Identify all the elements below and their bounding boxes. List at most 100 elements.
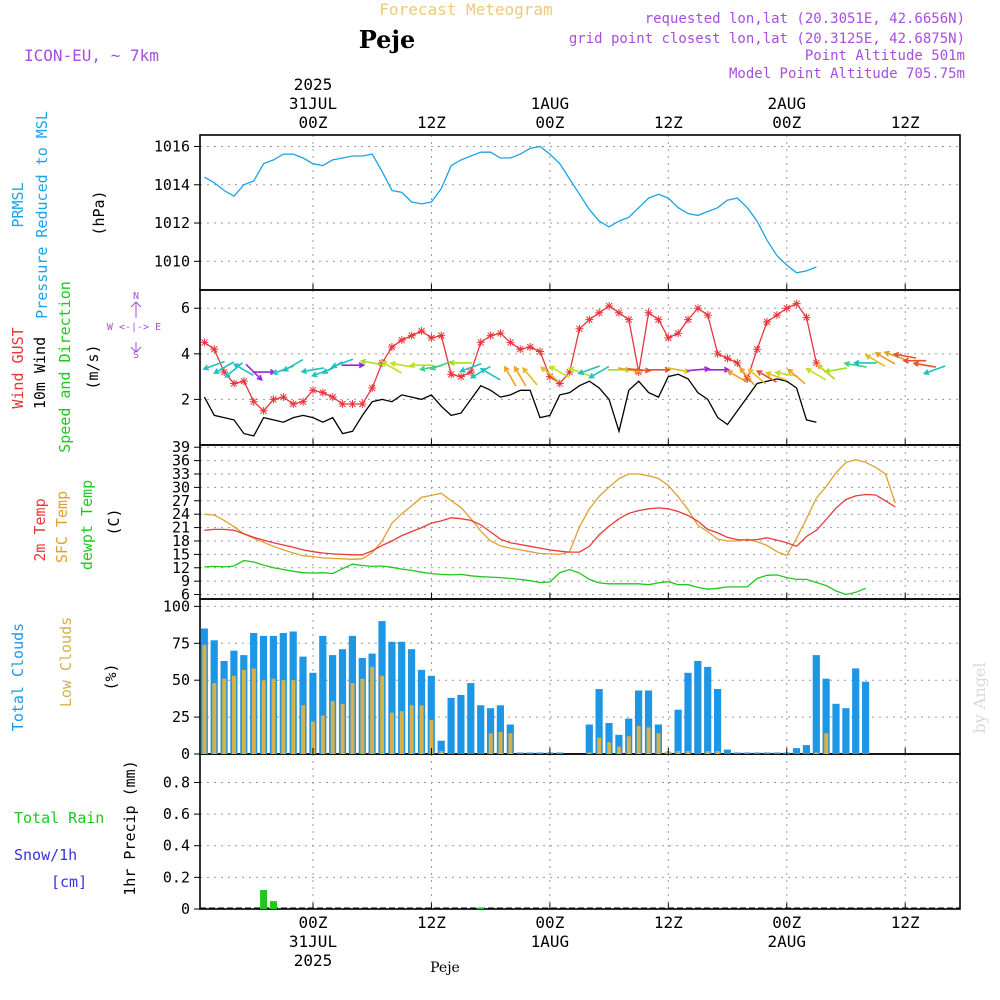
low-cloud-bar — [686, 751, 691, 754]
temp-panel-labels: 2m Temp SFC Temp dewpt Temp (C) — [31, 480, 123, 570]
wind10m-line — [203, 373, 817, 437]
temperature-frame — [199, 444, 961, 600]
wind-direction-arrow — [232, 363, 254, 376]
gust-line-marker — [575, 324, 584, 333]
wind-direction-arrow — [341, 362, 366, 369]
low-cloud-bar — [360, 678, 365, 754]
temp-2m-label: 2m Temp — [31, 498, 49, 561]
top-time-label: 12Z — [417, 113, 446, 132]
wind-direction-arrow — [902, 357, 927, 364]
total-cloud-bar — [802, 745, 810, 754]
point-altitude: Point Altitude 501m — [805, 48, 965, 64]
top-time-label: 12Z — [891, 113, 920, 132]
gust-line-marker — [447, 370, 456, 379]
y-tick-label: 6 — [181, 299, 190, 317]
total-cloud-bar — [477, 705, 485, 754]
wind-direction-arrow — [765, 371, 788, 382]
gust-line-marker — [733, 358, 742, 367]
wind-direction-arrow — [747, 368, 767, 385]
total-cloud-bar — [585, 724, 593, 754]
compass-ew: W <-|-> E — [107, 322, 161, 333]
top-time-label: 00Z — [535, 113, 564, 132]
y-tick-label: 12 — [172, 559, 190, 577]
low-cloud-bar — [202, 644, 207, 754]
gust-line-marker — [348, 399, 357, 408]
compass-s: S — [133, 350, 139, 361]
y-tick-label: 27 — [172, 492, 190, 510]
wind-direction-arrow — [224, 362, 244, 378]
gust-line-marker — [674, 329, 683, 338]
total-cloud-bar — [467, 683, 475, 754]
gust-line-marker — [466, 368, 475, 377]
gust-line-marker — [506, 338, 515, 347]
low-cloud-bar — [597, 737, 602, 754]
total-cloud-bar — [398, 641, 406, 754]
gust-line-marker — [723, 354, 732, 363]
bottom-time-label: 12Z — [654, 913, 683, 932]
wind-direction-arrow — [408, 362, 433, 369]
y-tick-label: 39 — [172, 438, 190, 456]
precip-panel-labels: Total Rain Snow/1h [cm] 1hr Precip (mm) — [14, 760, 139, 895]
y-tick-label: 15 — [172, 545, 190, 563]
y-tick-label: 33 — [172, 465, 190, 483]
bottom-time-label: 12Z — [891, 913, 920, 932]
total-cloud-bar — [437, 740, 445, 754]
total-cloud-bar — [309, 672, 317, 754]
gust-line-marker — [249, 397, 258, 406]
rain-bar — [477, 907, 485, 909]
cloud-low-label: Low Clouds — [57, 617, 75, 707]
gust-line-marker — [437, 331, 446, 340]
bottom-time-label: 00Z — [772, 913, 801, 932]
low-cloud-bar — [311, 721, 315, 754]
precip-axis-label: 1hr Precip (mm) — [121, 760, 139, 895]
y-tick-label: 21 — [172, 519, 190, 537]
wind-direction-arrow — [864, 354, 886, 367]
dewpt-line — [204, 559, 866, 596]
low-cloud-bar — [390, 712, 394, 754]
gust-line-marker — [200, 338, 209, 347]
total-cloud-bar — [743, 752, 751, 754]
low-cloud-bar — [291, 680, 296, 754]
low-cloud-bar — [301, 705, 306, 754]
wind-direction-arrow — [774, 370, 798, 377]
wind-direction-arrow — [786, 368, 806, 385]
gust-line-marker — [279, 393, 288, 402]
gust-line-marker — [555, 379, 564, 388]
total-cloud-bar — [862, 681, 870, 754]
top-time-label: 2025 — [294, 75, 333, 94]
total-cloud-bar — [556, 752, 564, 754]
gust-line-marker — [407, 331, 416, 340]
gust-line-marker — [684, 315, 693, 324]
bottom-time-label: 2025 — [294, 951, 333, 970]
y-tick-label: 0 — [181, 900, 190, 918]
cloud-unit: (%) — [102, 663, 120, 690]
model-label: ICON-EU, ~ 7km — [24, 46, 159, 65]
low-cloud-bar — [498, 731, 503, 754]
footer-location: Peje — [430, 960, 460, 976]
wind-direction-arrow — [513, 365, 527, 387]
pressure-label-prmsl: PRMSL — [9, 182, 27, 227]
wind-direction-arrow — [912, 360, 936, 368]
total-cloud-bar — [388, 641, 396, 754]
pressure-panel: 1010 1012 1014 1016 — [154, 134, 961, 291]
wind-direction-arrow — [823, 367, 848, 375]
total-cloud-bar — [812, 655, 820, 754]
low-cloud-bar — [330, 700, 335, 754]
total-cloud-bar — [842, 708, 850, 754]
wind-direction-arrow — [627, 367, 652, 374]
gust-line-marker — [496, 329, 505, 338]
precip-total-label: Total Rain — [14, 809, 104, 827]
wind-direction-arrow — [540, 366, 559, 383]
wind-direction-arrow — [883, 350, 906, 361]
total-cloud-bar — [338, 649, 347, 754]
pressure-line — [204, 145, 817, 274]
temp-dew-label: dewpt Temp — [78, 480, 96, 570]
pressure-label-msl: Pressure Reduced to MSL — [33, 111, 51, 319]
gust-line-marker — [605, 301, 614, 310]
gust-line-marker — [358, 399, 367, 408]
y-tick-label: 1014 — [154, 176, 190, 194]
gust-line-marker — [753, 345, 762, 354]
wind-direction-arrow — [588, 365, 610, 379]
